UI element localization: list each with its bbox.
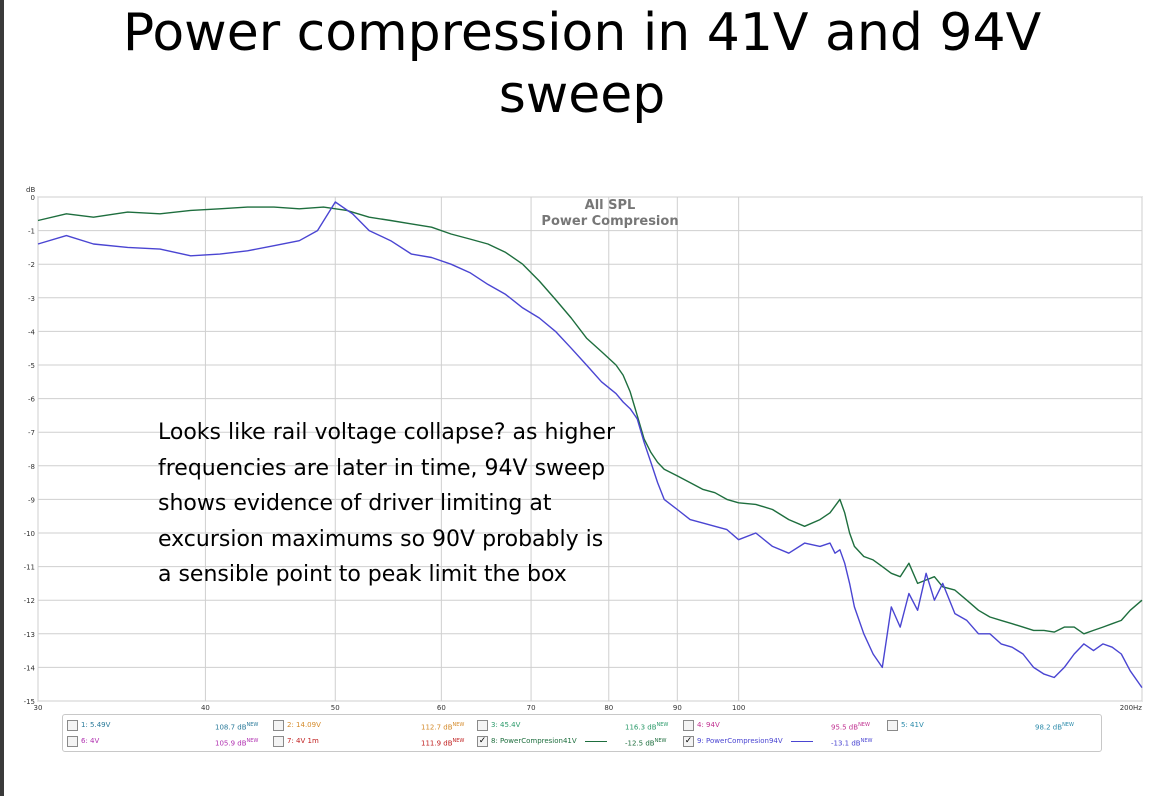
slide-title: Power compression in 41V and 94V sweep bbox=[0, 2, 1164, 126]
y-tick-label: -11 bbox=[24, 564, 35, 572]
x-tick-label: 80 bbox=[604, 704, 613, 712]
slide-title-line-2: sweep bbox=[498, 65, 666, 125]
slide-left-border bbox=[0, 0, 4, 796]
chart-legend: 1: 5.49V 108.7 dBNEW 2: 14.09V 112.7 dBNEW 3… bbox=[62, 714, 1102, 752]
legend-item[interactable]: 5: 41V 98.2 dBNEW bbox=[887, 719, 1087, 731]
legend-new-tag: NEW bbox=[858, 722, 870, 728]
legend-item[interactable]: 3: 45.4V 116.3 dBNEW bbox=[477, 719, 677, 731]
x-tick-label: 90 bbox=[673, 704, 682, 712]
y-tick-label: -7 bbox=[28, 429, 35, 437]
y-tick-label: -9 bbox=[28, 496, 35, 504]
checkbox-unchecked[interactable] bbox=[273, 736, 284, 747]
legend-new-tag: NEW bbox=[1062, 722, 1074, 728]
legend-item-label: 9: PowerCompresion94V bbox=[697, 737, 783, 745]
x-tick-label: 50 bbox=[331, 704, 340, 712]
legend-item-value: 111.9 dBNEW bbox=[421, 738, 465, 748]
annotation-note: Looks like rail voltage collapse? as hig… bbox=[158, 420, 616, 587]
checkbox-unchecked[interactable] bbox=[477, 720, 488, 731]
y-tick-label: -8 bbox=[28, 463, 35, 471]
legend-item-label: 4: 94V bbox=[697, 721, 720, 729]
checkbox-unchecked[interactable] bbox=[67, 736, 78, 747]
legend-new-tag: NEW bbox=[860, 738, 873, 744]
x-tick-label: 70 bbox=[527, 704, 536, 712]
y-tick-label: -10 bbox=[24, 530, 35, 538]
y-tick-label: -3 bbox=[28, 295, 35, 303]
plot-area bbox=[37, 196, 1143, 702]
legend-line-swatch bbox=[791, 741, 813, 742]
y-tick-label: -2 bbox=[28, 261, 35, 269]
legend-item[interactable]: 6: 4V 105.9 dBNEW bbox=[67, 735, 267, 747]
legend-item-label: 6: 4V bbox=[81, 737, 100, 745]
legend-item-value: 112.7 dBNEW bbox=[421, 722, 465, 732]
legend-new-tag: NEW bbox=[656, 722, 669, 728]
legend-item-value: -12.5 dBNEW bbox=[625, 738, 667, 748]
checkbox-checked[interactable]: ✓ bbox=[477, 736, 488, 747]
legend-item-label: 8: PowerCompresion41V bbox=[491, 737, 577, 745]
y-axis-label: dB bbox=[26, 186, 35, 194]
legend-item-value: 98.2 dBNEW bbox=[1035, 722, 1074, 732]
legend-new-tag: NEW bbox=[452, 722, 465, 728]
legend-item-value: 95.5 dBNEW bbox=[831, 722, 870, 732]
x-tick-label: 30 bbox=[34, 704, 43, 712]
legend-item[interactable]: 1: 5.49V 108.7 dBNEW bbox=[67, 719, 267, 731]
legend-item-label: 1: 5.49V bbox=[81, 721, 111, 729]
legend-item[interactable]: ✓ 8: PowerCompresion41V -12.5 dBNEW bbox=[477, 735, 677, 747]
y-tick-label: 0 bbox=[31, 194, 35, 202]
legend-item-label: 2: 14.09V bbox=[287, 721, 321, 729]
legend-line-swatch bbox=[585, 741, 607, 742]
legend-item[interactable]: 2: 14.09V 112.7 dBNEW bbox=[273, 719, 473, 731]
x-tick-label: 40 bbox=[201, 704, 210, 712]
x-tick-label: 200Hz bbox=[1120, 704, 1143, 712]
x-tick-label: 60 bbox=[437, 704, 446, 712]
checkbox-unchecked[interactable] bbox=[273, 720, 284, 731]
legend-item-value: 108.7 dBNEW bbox=[215, 722, 259, 732]
legend-item-label: 5: 41V bbox=[901, 721, 924, 729]
chart-title: All SPL bbox=[585, 198, 636, 213]
legend-item-label: 7: 4V 1m bbox=[287, 737, 319, 745]
y-tick-label: -12 bbox=[24, 597, 35, 605]
series-line-2 bbox=[37, 201, 1143, 689]
checkbox-checked[interactable]: ✓ bbox=[683, 736, 694, 747]
legend-item-label: 3: 45.4V bbox=[491, 721, 521, 729]
y-tick-label: -14 bbox=[24, 664, 36, 672]
legend-new-tag: NEW bbox=[452, 738, 465, 744]
y-tick-label: -1 bbox=[28, 228, 35, 236]
checkbox-unchecked[interactable] bbox=[683, 720, 694, 731]
x-tick-label: 100 bbox=[732, 704, 745, 712]
legend-item[interactable]: 4: 94V 95.5 dBNEW bbox=[683, 719, 883, 731]
slide-title-line-1: Power compression in 41V and 94V bbox=[122, 3, 1042, 63]
legend-item[interactable]: 7: 4V 1m 111.9 dBNEW bbox=[273, 735, 473, 747]
y-tick-label: -5 bbox=[28, 362, 35, 370]
checkbox-unchecked[interactable] bbox=[887, 720, 898, 731]
y-tick-label: -4 bbox=[28, 328, 36, 336]
legend-new-tag: NEW bbox=[654, 738, 667, 744]
legend-item-value: 105.9 dBNEW bbox=[215, 738, 259, 748]
y-tick-label: -6 bbox=[28, 396, 36, 404]
legend-new-tag: NEW bbox=[246, 722, 259, 728]
legend-item[interactable]: ✓ 9: PowerCompresion94V -13.1 dBNEW bbox=[683, 735, 883, 747]
chart-subtitle: Power Compresion bbox=[541, 214, 678, 229]
y-tick-label: -13 bbox=[24, 631, 35, 639]
checkbox-unchecked[interactable] bbox=[67, 720, 78, 731]
legend-new-tag: NEW bbox=[246, 738, 259, 744]
legend-item-value: 116.3 dBNEW bbox=[625, 722, 669, 732]
legend-item-value: -13.1 dBNEW bbox=[831, 738, 873, 748]
series-line-1 bbox=[37, 206, 1143, 635]
y-tick-label: -15 bbox=[24, 698, 35, 706]
